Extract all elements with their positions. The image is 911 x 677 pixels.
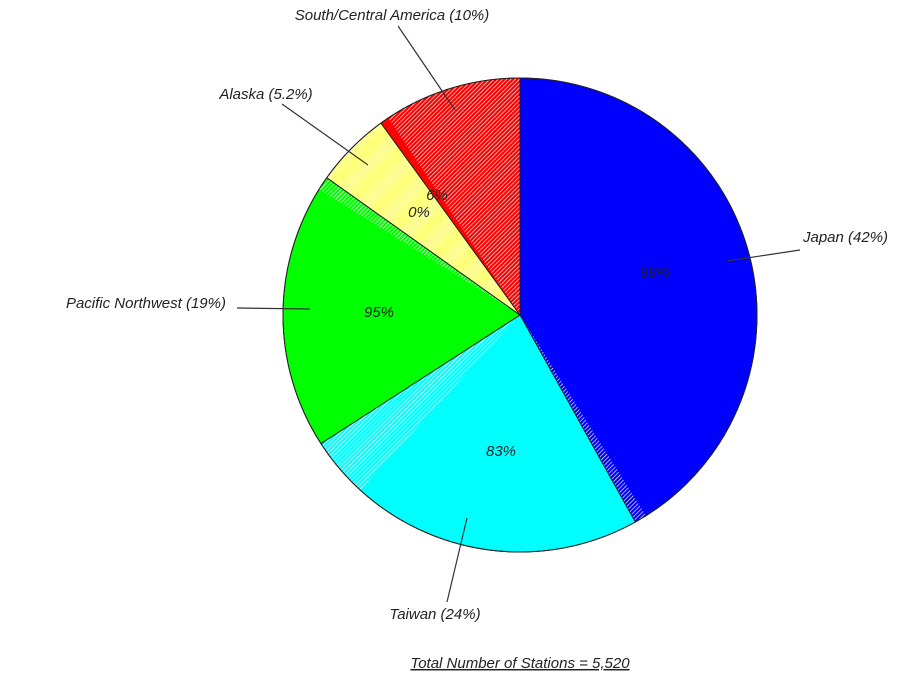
leader-line xyxy=(726,249,801,262)
slice-label: Taiwan (24%) xyxy=(389,606,480,623)
slice-solid xyxy=(520,78,757,516)
inner-label: 95% xyxy=(364,304,394,321)
slice-solid xyxy=(282,189,520,444)
leader-line xyxy=(281,103,369,166)
inner-label: 6% xyxy=(426,187,448,204)
slice-solid xyxy=(359,315,636,552)
inner-label: 0% xyxy=(408,204,430,221)
inner-label: 98% xyxy=(640,264,670,281)
slice-label: Alaska (5.2%) xyxy=(218,86,312,103)
pie-outline xyxy=(282,77,758,553)
slice-solid xyxy=(380,117,520,316)
footnote: Total Number of Stations = 5,520 xyxy=(410,655,630,672)
slice-label: Japan (42%) xyxy=(802,229,888,246)
inner-label: 83% xyxy=(486,443,516,460)
leader-line xyxy=(236,307,311,310)
slice-label: Pacific Northwest (19%) xyxy=(66,295,226,312)
slice-label: South/Central America (10%) xyxy=(295,7,490,24)
leader-line xyxy=(397,25,456,111)
leader-line xyxy=(446,517,468,603)
